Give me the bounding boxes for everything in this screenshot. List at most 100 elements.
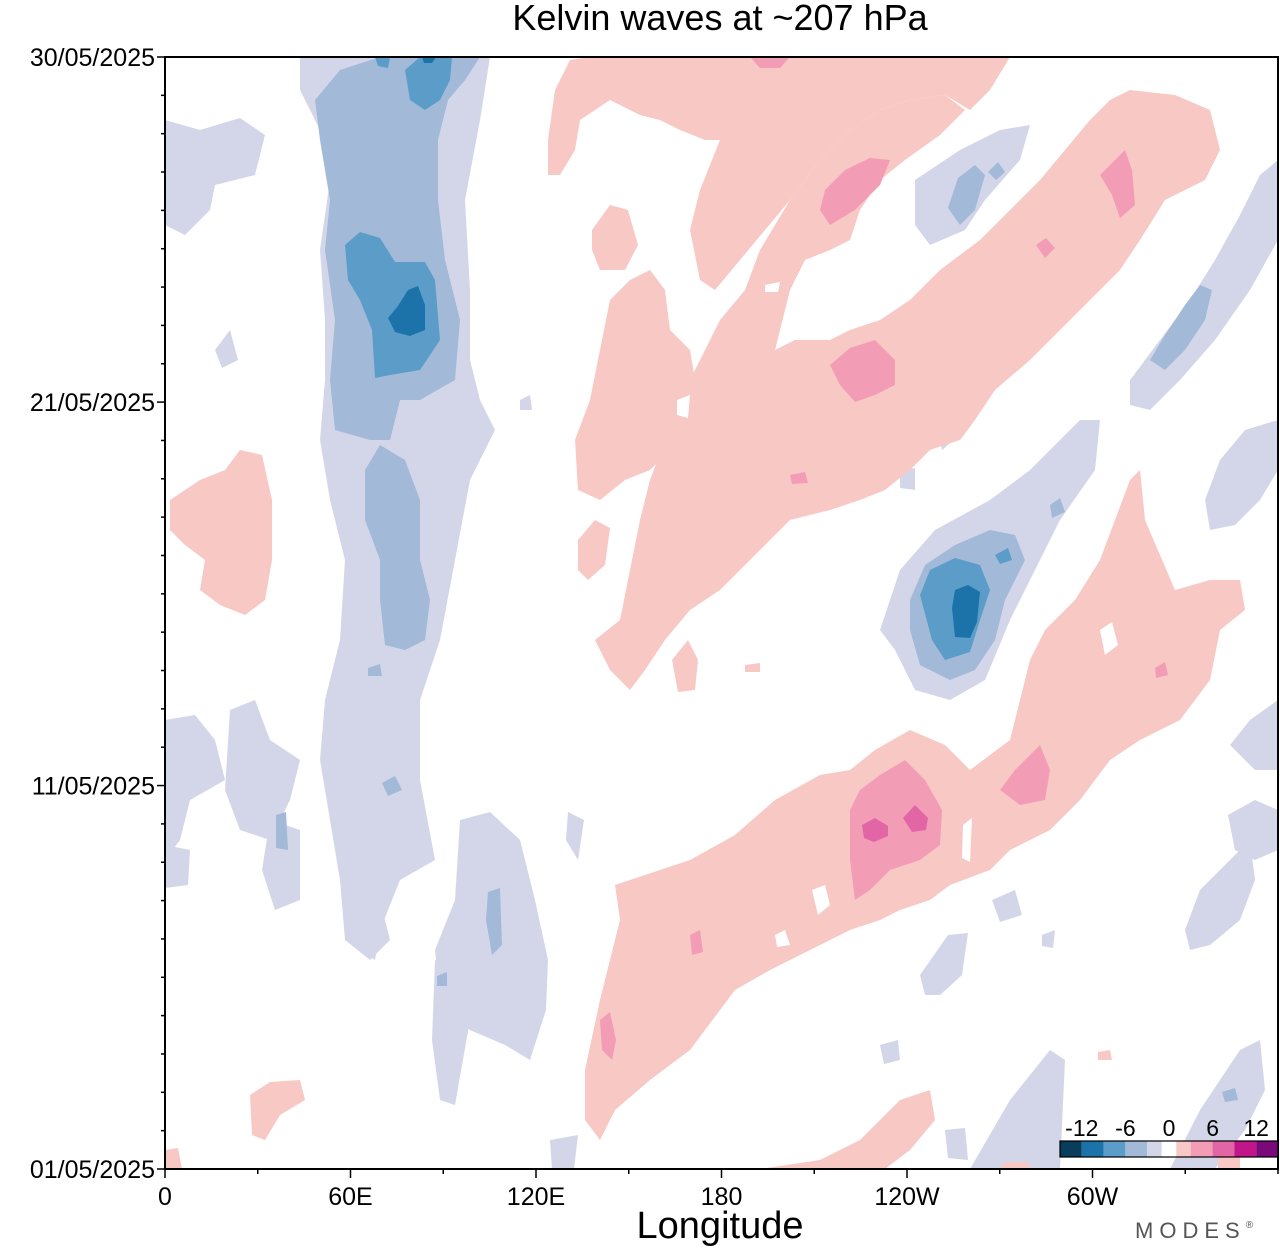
colorbar-swatch (1190, 1141, 1213, 1157)
contour-region (382, 776, 402, 796)
x-tick-label: 60E (328, 1183, 372, 1211)
x-tick-label: 0 (158, 1183, 172, 1211)
y-axis: 01/05/2025 11/05/2025 21/05/2025 30/05/2025 (30, 44, 165, 1184)
contour-region (992, 890, 1022, 922)
colorbar-tick-label: -12 (1065, 1115, 1098, 1141)
contour-region (820, 158, 890, 225)
anomaly-contour-field (165, 57, 1278, 1169)
contour-region (592, 205, 638, 270)
contour-region (1205, 420, 1278, 530)
contour-region (988, 162, 1005, 180)
contour-region (1036, 238, 1055, 258)
contour-region (262, 820, 300, 910)
contour-region (165, 715, 225, 860)
contour-region (250, 1080, 305, 1140)
colorbar-tick-label: 12 (1243, 1115, 1269, 1141)
contour-region (575, 270, 695, 500)
contour-region (790, 472, 808, 484)
contour-region (672, 640, 698, 692)
contour-region (595, 90, 1220, 690)
contour-region (1170, 1040, 1265, 1169)
contour-region (388, 286, 425, 336)
contour-region (345, 880, 390, 960)
colorbar: -12 -6 0 6 12 (1059, 1115, 1279, 1158)
contour-region (1000, 745, 1050, 805)
y-tick-label: 11/05/2025 (32, 773, 155, 801)
contour-region (437, 972, 447, 986)
contour-region (1100, 150, 1135, 218)
contour-region (690, 930, 703, 955)
contour-region (1155, 662, 1168, 678)
contour-region (1222, 1088, 1238, 1102)
contour-region (566, 812, 584, 860)
contour-region (365, 445, 430, 650)
colorbar-swatch (1103, 1141, 1126, 1157)
y-tick-label: 01/05/2025 (30, 1156, 155, 1184)
contour-region (170, 450, 272, 615)
contour-region (948, 165, 985, 225)
contour-region (1150, 285, 1212, 370)
contour-region (775, 930, 790, 947)
x-tick-label: 120E (507, 1183, 565, 1211)
contour-region (1000, 1162, 1030, 1169)
contour-region (750, 57, 790, 68)
contour-region (765, 282, 780, 292)
contour-region (945, 1128, 968, 1160)
contour-region (862, 818, 888, 842)
contour-region (962, 818, 972, 862)
contour-region (165, 845, 190, 888)
contour-region (760, 1090, 935, 1169)
contour-region (812, 885, 830, 915)
colorbar-tick-label: 0 (1163, 1115, 1176, 1141)
colorbar-swatch (1161, 1141, 1177, 1157)
contour-region (1185, 840, 1255, 950)
colorbar-swatch (1234, 1141, 1257, 1157)
negative-anomaly-shading (165, 57, 1278, 1169)
contour-region (1100, 622, 1118, 655)
contour-region (422, 57, 436, 63)
contour-region (276, 812, 288, 850)
colorbar-frame (1059, 1140, 1279, 1158)
colorbar-swatch (1147, 1141, 1162, 1157)
contour-region (548, 57, 1010, 290)
y-tick-label: 30/05/2025 (30, 44, 155, 72)
contour-region (995, 548, 1012, 564)
contour-region (830, 340, 895, 402)
contour-region (1230, 700, 1278, 770)
colorbar-swatch (1125, 1141, 1148, 1157)
contour-region (486, 888, 502, 955)
contour-region (315, 57, 480, 440)
colorbar-swatch (1081, 1141, 1104, 1157)
colorbar-swatch (1176, 1141, 1191, 1157)
contour-region (677, 395, 690, 418)
contour-region (880, 1040, 900, 1064)
x-tick-label: 180 (701, 1183, 743, 1211)
x-axis: 0 60E 120E 180 120W 60W (158, 1169, 1279, 1211)
contour-region (1098, 1050, 1112, 1060)
contour-region (578, 520, 610, 580)
colorbar-swatch (1060, 1141, 1082, 1157)
contour-region (1228, 800, 1278, 860)
neutral-gaps (677, 282, 1118, 947)
positive-anomaly-shading (165, 57, 1245, 1169)
contour-region (520, 395, 532, 410)
registered-mark: ® (1246, 1220, 1259, 1231)
x-tick-label: 120W (874, 1183, 940, 1211)
colorbar-tick-label: -6 (1115, 1115, 1135, 1141)
contour-region (1042, 930, 1055, 948)
contour-region (215, 330, 238, 368)
contour-region (952, 585, 980, 638)
contour-region (432, 960, 470, 1105)
contour-region (850, 760, 942, 900)
contour-region (165, 1148, 182, 1169)
contour-region (225, 700, 300, 840)
contour-region (550, 1135, 578, 1169)
contour-region (600, 1012, 616, 1060)
y-tick-label: 21/05/2025 (30, 389, 155, 417)
contour-region (375, 57, 390, 68)
contour-region (903, 805, 928, 832)
contour-region (745, 663, 760, 672)
modes-logo: MODES® (1135, 1218, 1259, 1243)
contour-region (368, 664, 382, 676)
